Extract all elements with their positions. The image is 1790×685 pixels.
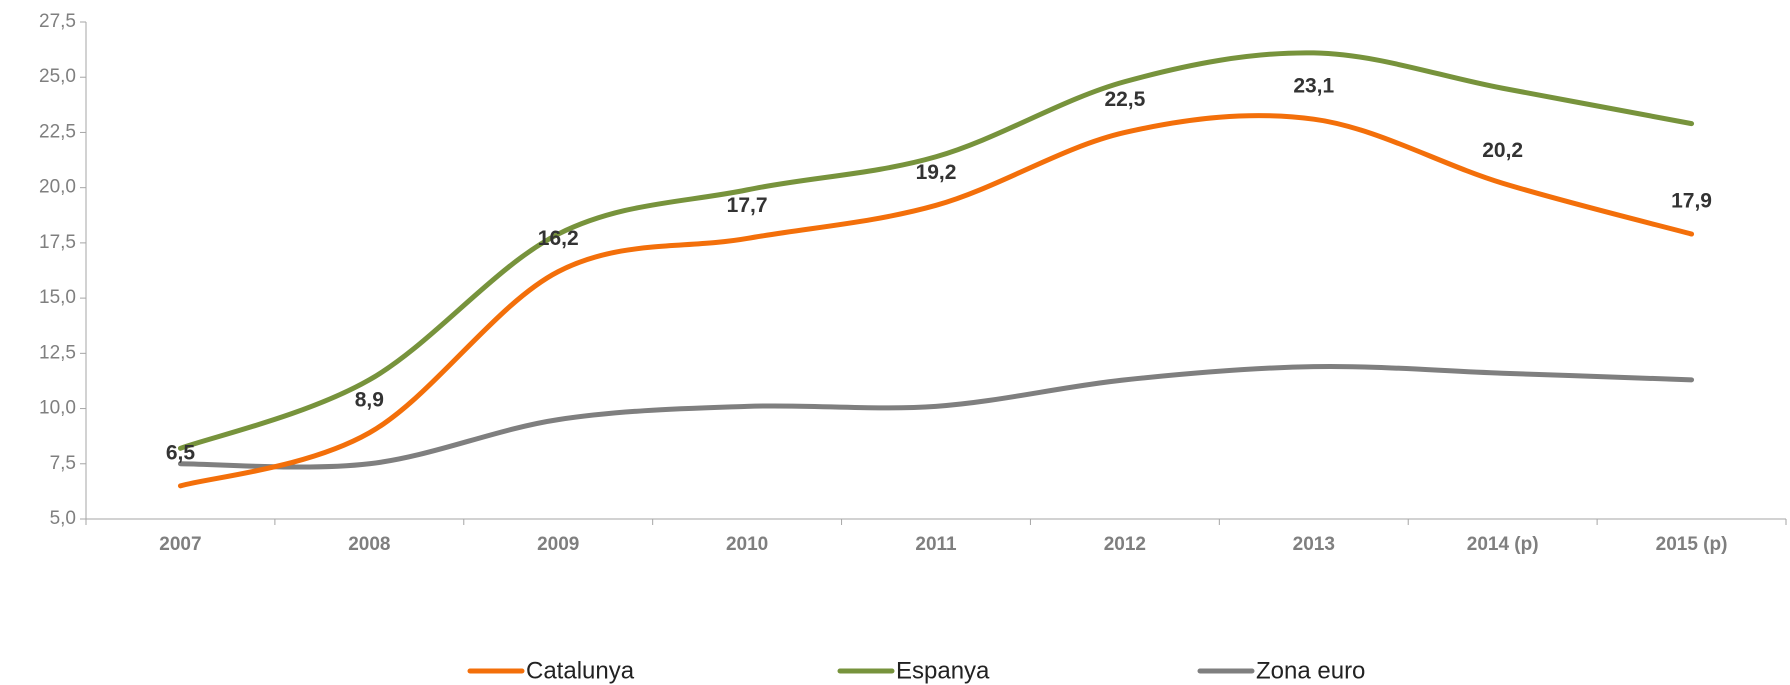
y-tick-label: 15,0 [39,287,76,308]
y-tick-label: 12,5 [39,342,76,363]
y-tick-label: 22,5 [39,121,76,142]
legend-label: Catalunya [526,657,635,684]
x-tick-label: 2015 (p) [1656,534,1728,555]
data-label: 23,1 [1293,75,1334,98]
x-tick-label: 2012 [1104,534,1146,555]
data-label: 20,2 [1482,139,1523,162]
x-tick-label: 2010 [726,534,768,555]
y-tick-label: 10,0 [39,398,76,419]
series-line [177,363,1695,470]
x-tick-label: 2009 [537,534,579,555]
data-label: 17,7 [727,194,768,217]
y-tick-label: 7,5 [50,453,76,474]
y-tick-label: 17,5 [39,232,76,253]
x-tick-label: 2008 [348,534,390,555]
y-tick-label: 5,0 [50,508,76,529]
y-tick-label: 27,5 [39,11,76,32]
data-label: 6,5 [166,441,196,464]
data-label: 8,9 [355,388,384,411]
y-tick-label: 20,0 [39,177,76,198]
legend-label: Espanya [896,657,990,684]
data-label: 22,5 [1104,88,1145,111]
x-tick-label: 2013 [1293,534,1335,555]
data-label: 16,2 [538,227,579,250]
series-line [177,113,1695,489]
legend-label: Zona euro [1256,657,1365,684]
data-label: 19,2 [916,161,957,184]
x-tick-label: 2007 [159,534,201,555]
x-tick-label: 2014 (p) [1467,534,1539,555]
series-line [177,50,1695,451]
data-label: 17,9 [1671,190,1712,213]
y-tick-label: 25,0 [39,66,76,87]
x-tick-label: 2011 [915,534,957,555]
